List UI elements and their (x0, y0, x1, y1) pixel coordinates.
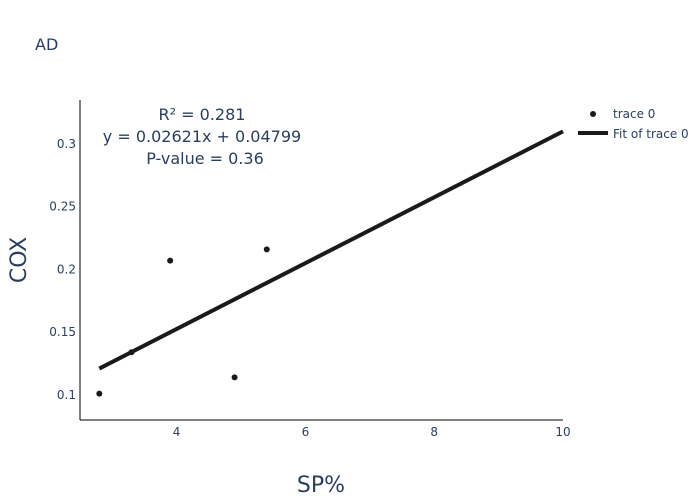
x-tick-label: 4 (173, 425, 181, 439)
annotation-equation: y = 0.02621x + 0.04799 (103, 127, 301, 146)
legend[interactable]: trace 0 Fit of trace 0 (578, 107, 689, 141)
axes (79, 100, 563, 421)
x-tick-labels: 4 6 8 10 (173, 425, 571, 439)
y-tick-label: 0.15 (49, 325, 76, 339)
data-point[interactable] (167, 257, 174, 264)
y-tick-label: 0.3 (57, 137, 76, 151)
fit-layer (98, 129, 564, 371)
x-axis-title: SP% (297, 473, 345, 498)
x-tick-label: 8 (430, 425, 438, 439)
data-point[interactable] (231, 374, 238, 381)
points-layer (96, 246, 270, 397)
annotation-r-squared: R² = 0.281 (159, 105, 246, 124)
y-tick-label: 0.1 (57, 388, 76, 402)
y-tick-label: 0.25 (49, 200, 76, 214)
x-tick-label: 10 (555, 425, 570, 439)
legend-item-fit[interactable]: Fit of trace 0 (578, 127, 689, 141)
y-tick-labels: 0.1 0.15 0.2 0.25 0.3 (49, 137, 76, 402)
legend-label-trace-0: trace 0 (613, 107, 655, 121)
fit-annotations: R² = 0.281 y = 0.02621x + 0.04799 P-valu… (103, 105, 301, 168)
x-tick-label: 6 (302, 425, 310, 439)
data-point[interactable] (128, 349, 135, 356)
data-point[interactable] (96, 390, 103, 397)
fit-line (98, 129, 564, 371)
annotation-p-value: P-value = 0.36 (146, 149, 264, 168)
legend-label-fit: Fit of trace 0 (613, 127, 689, 141)
legend-item-trace-0[interactable]: trace 0 (590, 107, 655, 121)
legend-marker-icon (590, 111, 596, 117)
chart-title: AD (35, 35, 58, 54)
y-axis-title: COX (7, 237, 32, 283)
y-tick-label: 0.2 (57, 262, 76, 276)
data-point[interactable] (263, 246, 270, 253)
